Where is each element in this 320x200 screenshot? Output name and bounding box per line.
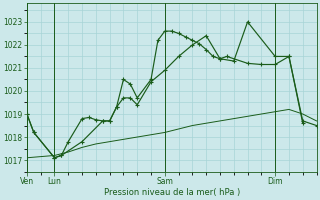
X-axis label: Pression niveau de la mer( hPa ): Pression niveau de la mer( hPa ) (104, 188, 240, 197)
